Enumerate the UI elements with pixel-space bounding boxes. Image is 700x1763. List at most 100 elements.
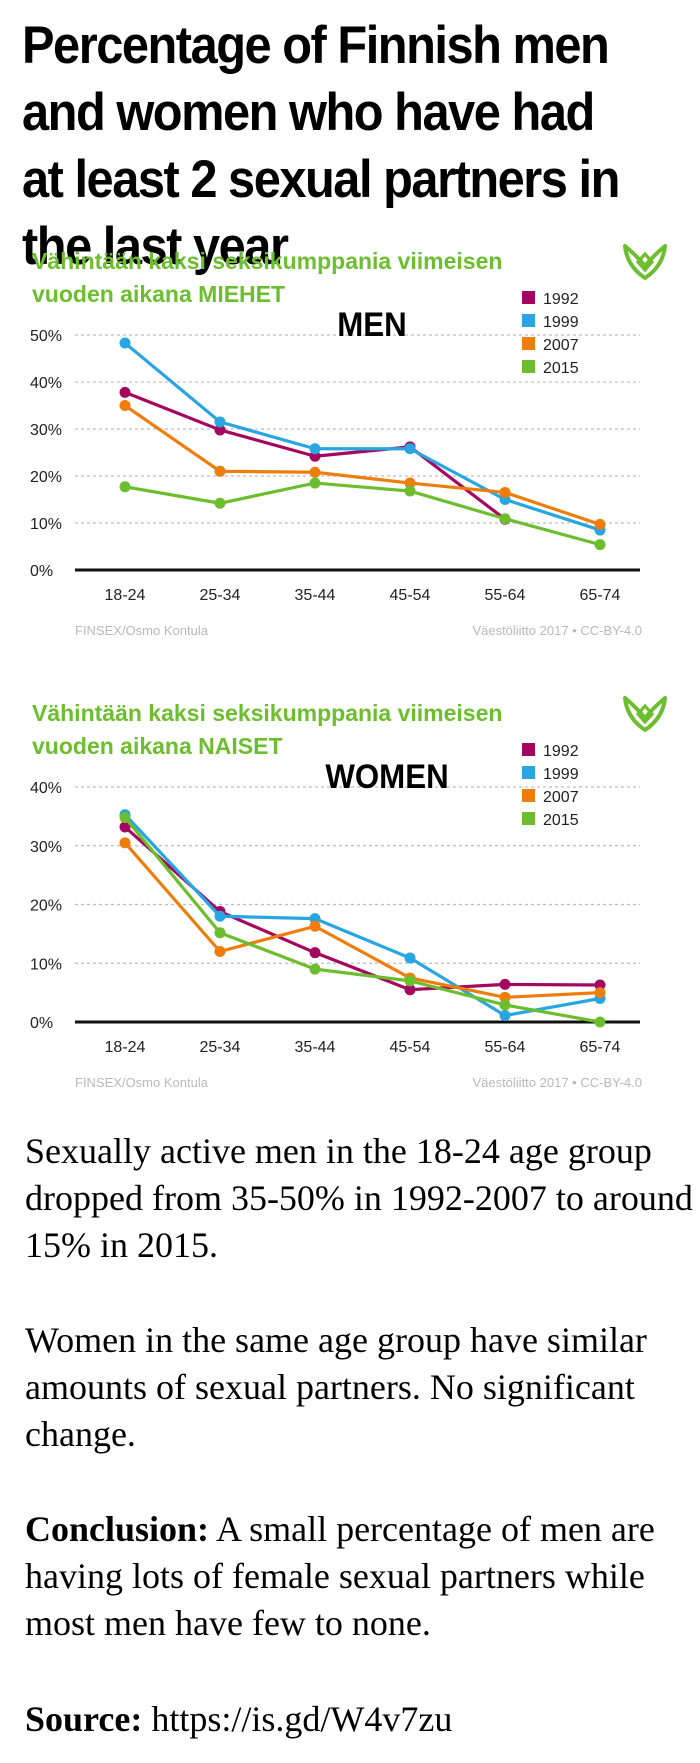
women-series-line-2007 xyxy=(123,841,601,999)
men-point-1999-25-34 xyxy=(214,416,226,428)
women-source-left: FINSEX/Osmo Kontula xyxy=(75,1075,209,1090)
women-annotation: WOMEN xyxy=(325,757,448,796)
men-point-2015-35-44 xyxy=(309,477,321,489)
women-point-2015-25-34 xyxy=(214,927,226,939)
men-annotation: MEN xyxy=(337,305,406,344)
women-legend-label-1992: 1992 xyxy=(543,743,579,760)
women-legend-swatch-1992 xyxy=(522,743,535,756)
men-point-1992-18-24 xyxy=(119,386,131,398)
women-point-1992-18-24 xyxy=(119,821,131,833)
women-point-1999-55-64 xyxy=(499,1010,511,1022)
men-point-2007-25-34 xyxy=(214,465,226,477)
men-chart-title-line-1: Vähintään kaksi seksikumppania viimeisen xyxy=(32,248,502,274)
women-x-tick-label: 65-74 xyxy=(580,1039,621,1056)
men-legend: 1992 1999 2007 2015 xyxy=(522,291,579,377)
men-point-1992-25-34 xyxy=(214,424,226,436)
women-source-right: Väestöliitto 2017 • CC-BY-4.0 xyxy=(472,1075,642,1090)
women-series-line-1992 xyxy=(123,825,601,992)
women-point-1999-25-34 xyxy=(214,910,226,922)
vaestoliitto-leaf-logo-icon xyxy=(623,244,667,280)
women-point-1992-55-64 xyxy=(499,978,511,990)
women-y-tick-label: 30% xyxy=(30,839,62,856)
men-point-1999-45-54 xyxy=(404,443,416,455)
women-point-2015-55-64 xyxy=(499,999,511,1011)
paragraph-women-summary: Women in the same age group have similar… xyxy=(25,1320,647,1454)
women-series-line-1999 xyxy=(123,813,601,1018)
men-point-2007-65-74 xyxy=(594,518,606,530)
women-y-tick-label: 10% xyxy=(30,956,62,973)
men-x-tick-label: 55-64 xyxy=(485,587,526,604)
vaestoliitto-leaf-logo-icon xyxy=(623,696,667,732)
men-y-tick-label: 50% xyxy=(30,328,62,345)
women-point-1999-45-54 xyxy=(404,952,416,964)
men-point-1999-18-24 xyxy=(119,337,131,349)
men-source-left: FINSEX/Osmo Kontula xyxy=(75,623,209,638)
men-legend-label-1999: 1999 xyxy=(543,314,579,331)
women-x-tick-label: 55-64 xyxy=(485,1039,526,1056)
women-x-tick-label: 18-24 xyxy=(105,1039,146,1056)
men-y-tick-label: 20% xyxy=(30,469,62,486)
paragraph-source: Source: https://is.gd/W4v7zu xyxy=(25,1696,695,1743)
women-series-line-2015 xyxy=(123,816,601,1024)
men-y-tick-label: 10% xyxy=(30,516,62,533)
men-legend-swatch-2015 xyxy=(522,360,535,373)
women-y-tick-label: 40% xyxy=(30,780,62,797)
men-source-right: Väestöliitto 2017 • CC-BY-4.0 xyxy=(472,623,642,638)
men-x-tick-label: 25-34 xyxy=(200,587,241,604)
women-point-2007-65-74 xyxy=(594,987,606,999)
women-legend-swatch-2007 xyxy=(522,789,535,802)
conclusion-text: A small percentage of men are having lot… xyxy=(25,1509,655,1643)
men-legend-label-1992: 1992 xyxy=(543,291,579,308)
women-y-tick-label: 20% xyxy=(30,898,62,915)
men-point-2015-55-64 xyxy=(499,513,511,525)
men-point-2007-18-24 xyxy=(119,400,131,411)
men-point-2015-18-24 xyxy=(119,481,131,493)
men-series-line-2007 xyxy=(124,404,601,526)
women-point-1992-45-54 xyxy=(404,984,416,996)
men-y-tick-label: 30% xyxy=(30,422,62,439)
women-point-2015-35-44 xyxy=(309,963,321,975)
men-point-1999-35-44 xyxy=(309,443,321,455)
women-point-2007-55-64 xyxy=(499,991,511,1003)
women-point-2007-35-44 xyxy=(309,920,321,932)
women-chart-title-line-2: vuoden aikana NAISET xyxy=(32,733,283,759)
men-point-2015-25-34 xyxy=(214,497,226,509)
men-legend-label-2007: 2007 xyxy=(543,337,579,354)
men-chart-title-line-2: vuoden aikana MIEHET xyxy=(32,281,285,307)
women-point-2007-25-34 xyxy=(214,946,226,957)
women-x-tick-label: 25-34 xyxy=(200,1039,241,1056)
women-point-2015-65-74 xyxy=(594,1016,606,1028)
men-chart: Vähintään kaksi seksikumppania viimeisen… xyxy=(0,230,700,650)
conclusion-label: Conclusion: xyxy=(25,1509,210,1549)
women-legend: 1992 1999 2007 2015 xyxy=(522,743,579,829)
men-point-1992-35-44 xyxy=(309,450,321,462)
women-point-1992-35-44 xyxy=(309,947,321,959)
women-legend-label-1999: 1999 xyxy=(543,766,579,783)
source-label: Source: xyxy=(25,1699,143,1739)
women-x-tick-label: 35-44 xyxy=(295,1039,336,1056)
women-point-2015-45-54 xyxy=(404,975,416,987)
men-x-tick-label: 65-74 xyxy=(580,587,621,604)
women-y-tick-label: 0% xyxy=(30,1015,53,1032)
women-point-1999-35-44 xyxy=(309,913,321,925)
men-x-tick-label: 18-24 xyxy=(105,587,146,604)
men-point-2007-45-54 xyxy=(404,477,416,489)
men-point-2007-55-64 xyxy=(499,486,511,498)
women-chart-svg: Vähintään kaksi seksikumppania viimeisen… xyxy=(30,696,667,1090)
women-legend-swatch-1999 xyxy=(522,766,535,779)
women-point-1992-65-74 xyxy=(594,979,606,991)
women-x-tick-label: 45-54 xyxy=(390,1039,431,1056)
men-chart-svg: Vähintään kaksi seksikumppania viimeisen… xyxy=(30,244,667,638)
women-chart: Vähintään kaksi seksikumppania viimeisen… xyxy=(0,682,700,1102)
women-legend-label-2007: 2007 xyxy=(543,789,579,806)
men-series-line-2015 xyxy=(124,481,601,547)
women-point-2015-18-24 xyxy=(119,812,131,824)
men-x-tick-label: 45-54 xyxy=(390,587,431,604)
source-url: https://is.gd/W4v7zu xyxy=(142,1699,453,1739)
men-point-2015-65-74 xyxy=(594,539,606,551)
men-x-tick-label: 35-44 xyxy=(295,587,336,604)
men-y-tick-label: 0% xyxy=(30,563,53,580)
men-y-tick-label: 40% xyxy=(30,375,62,392)
women-legend-swatch-2015 xyxy=(522,812,535,825)
men-point-2007-35-44 xyxy=(309,466,321,478)
